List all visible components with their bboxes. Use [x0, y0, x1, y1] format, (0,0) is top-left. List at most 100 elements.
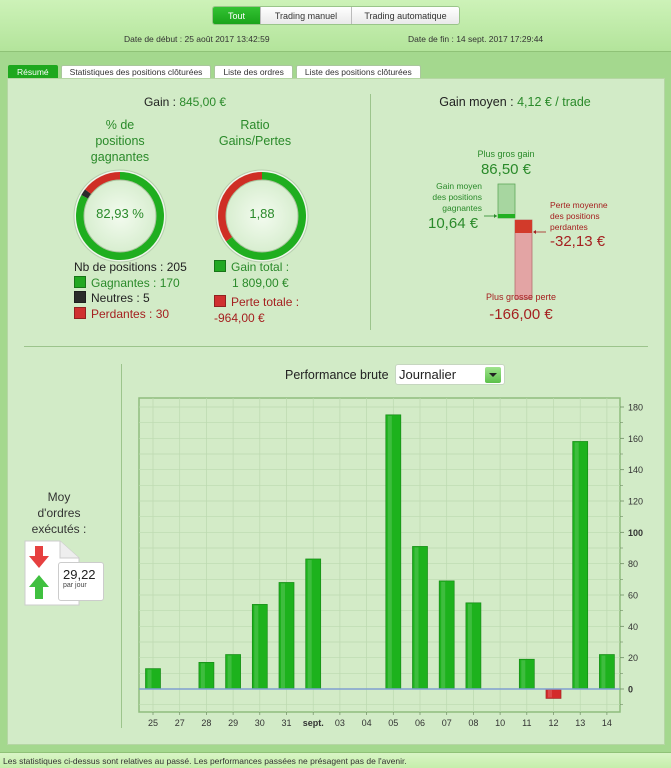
y-tick-label: 60	[628, 591, 638, 601]
bar-highlight	[414, 547, 419, 688]
label-line: perdantes	[550, 222, 588, 232]
avg-loss-bar	[515, 220, 532, 233]
ratio-title: Ratio Gains/Pertes	[205, 117, 305, 149]
orders-unit: par jour	[63, 582, 87, 589]
ratio-title-line: Ratio	[240, 118, 270, 132]
avg-gain-bar	[498, 214, 515, 218]
gain-heading: Gain : 845,00 €	[100, 95, 270, 109]
period-select[interactable]: Journalier	[395, 364, 505, 385]
bar-highlight	[548, 690, 552, 698]
vertical-divider	[121, 364, 122, 728]
bar-highlight	[467, 603, 472, 688]
black-square-icon	[74, 291, 86, 303]
y-tick-label: 80	[628, 559, 638, 569]
gain-moyen-pos-label: Gain moyen des positions gagnantes	[420, 181, 482, 214]
plus-grosse-perte-label: Plus grosse perte	[485, 292, 557, 302]
period-select-value: Journalier	[399, 367, 457, 382]
bar-highlight	[281, 583, 285, 688]
orders-value: 29,22	[63, 567, 96, 582]
x-tick-label: 11	[522, 718, 531, 728]
totals-legend: Gain total : 1 809,00 € Perte totale : -…	[214, 260, 299, 326]
gain-total-value: 1 809,00 €	[232, 275, 289, 290]
mode-manuel-button[interactable]: Trading manuel	[260, 7, 351, 24]
neutres-text: Neutres : 5	[91, 291, 150, 305]
plot-frame	[138, 397, 621, 713]
bar-highlight	[307, 559, 312, 688]
gain-moyen-value: 4,12 € / trade	[517, 95, 591, 109]
mode-auto-button[interactable]: Trading automatique	[351, 7, 459, 24]
x-tick-label: 28	[201, 718, 211, 728]
orders-title-line: d'ordres	[37, 506, 81, 520]
ratio-title-line: Gains/Pertes	[218, 134, 292, 148]
legend-gagnantes: Gagnantes : 170	[74, 275, 187, 292]
pct-title: % de positions gagnantes	[70, 117, 170, 165]
gain-total-label: Gain total :	[231, 260, 290, 274]
bar-highlight	[254, 605, 259, 688]
horizontal-divider	[24, 346, 648, 347]
mode-selector: Tout Trading manuel Trading automatique	[212, 6, 460, 25]
x-tick-label: 06	[415, 718, 425, 728]
gain-moyen-label: Gain moyen :	[439, 95, 518, 109]
perte-moyenne-value: -32,13 €	[550, 233, 606, 250]
x-tick-label: 08	[468, 718, 478, 728]
gain-label: Gain :	[143, 95, 180, 109]
tab-resume[interactable]: Résumé	[8, 65, 58, 79]
orders-value-card: 29,22 par jour	[58, 562, 104, 601]
gain-range-bar	[497, 183, 516, 219]
chevron-down-icon[interactable]	[485, 367, 501, 383]
y-tick-label: 100	[628, 528, 643, 538]
arrow-down-icon	[29, 546, 49, 568]
label-line: des positions	[550, 211, 600, 221]
pct-value: 82,93 %	[96, 206, 144, 221]
arrow-up-icon	[29, 575, 49, 599]
performance-label: Performance brute	[285, 368, 389, 382]
pct-title-line: gagnantes	[90, 150, 150, 164]
pct-title-line: % de	[105, 118, 135, 132]
disclaimer-footer: Les statistiques ci-dessus sont relative…	[0, 752, 671, 768]
bar-highlight	[227, 655, 232, 688]
label-line: des positions	[432, 192, 482, 202]
x-tick-label: 29	[228, 718, 238, 728]
performance-chart: 0 20 40 60 80 100 120 140 160 180 25 27 28 29 30 31 sept…	[138, 397, 643, 728]
gain-moyen-heading: Gain moyen : 4,12 € / trade	[400, 95, 630, 109]
top-bar: Tout Trading manuel Trading automatique …	[0, 0, 671, 52]
orders-title-line: Moy	[47, 490, 71, 504]
orders-title-line: exécutés :	[31, 522, 87, 536]
perdantes-text: Perdantes : 30	[91, 306, 170, 321]
positions-legend: Nb de positions : 205 Gagnantes : 170 Ne…	[74, 260, 187, 322]
x-tick-label: 05	[388, 718, 398, 728]
x-tick-label: 31	[281, 718, 291, 728]
x-tick-label: 25	[148, 718, 158, 728]
x-tick-label: 07	[442, 718, 452, 728]
x-tick-label: 14	[602, 718, 612, 728]
perte-totale-value: -964,00 €	[214, 310, 265, 325]
y-tick-label: 40	[628, 622, 638, 632]
y-tick-label: 180	[628, 403, 643, 413]
y-tick-label: 120	[628, 497, 643, 507]
tab-statistiques[interactable]: Statistiques des positions clôturées	[60, 65, 212, 79]
legend-perdantes: Perdantes : 30	[74, 306, 187, 323]
ratio-value: 1,88	[249, 206, 275, 221]
gain-range-graphic	[484, 183, 546, 300]
bar-highlight	[601, 655, 606, 688]
x-tick-label: 12	[548, 718, 558, 728]
x-tick-label: 03	[335, 718, 345, 728]
pct-title-line: positions	[95, 134, 145, 148]
orders-title: Moy d'ordres exécutés :	[24, 489, 94, 537]
tab-liste-positions[interactable]: Liste des positions clôturées	[295, 65, 421, 79]
x-tick-label: 04	[362, 718, 372, 728]
gagnantes-text: Gagnantes : 170	[91, 275, 180, 290]
plus-gros-gain-label: Plus gros gain	[477, 149, 535, 159]
pct-donut	[73, 169, 167, 263]
y-tick-label: 0	[628, 685, 633, 695]
mode-tout-button[interactable]: Tout	[213, 7, 260, 24]
donut-segment-perdantes	[85, 172, 120, 195]
bar-highlight	[574, 442, 579, 688]
label-line: gagnantes	[442, 203, 482, 213]
tab-liste-ordres[interactable]: Liste des ordres	[214, 65, 293, 79]
plus-grosse-perte-value: -166,00 €	[489, 306, 553, 323]
green-square-icon	[214, 260, 226, 272]
legend-gain-total: Gain total :	[214, 260, 299, 276]
donut-segment-perte	[218, 172, 262, 242]
bar-highlight	[200, 663, 205, 688]
